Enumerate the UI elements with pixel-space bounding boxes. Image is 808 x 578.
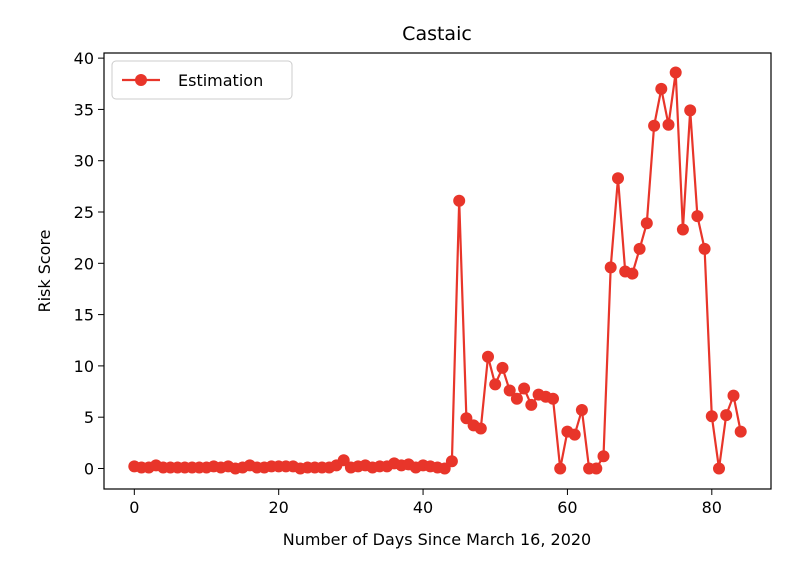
data-point <box>510 392 523 405</box>
data-point <box>575 404 588 416</box>
data-point <box>698 242 711 255</box>
data-point <box>727 389 740 402</box>
data-point <box>482 350 494 363</box>
y-tick-label: 0 <box>84 459 94 478</box>
legend-box <box>111 60 293 100</box>
data-point <box>691 210 704 223</box>
data-point <box>590 462 603 475</box>
y-tick-label: 10 <box>74 357 94 376</box>
data-point <box>445 455 458 468</box>
data-point <box>633 242 646 255</box>
data-point <box>734 425 747 438</box>
data-point <box>655 82 668 95</box>
x-tick-label: 0 <box>129 498 139 517</box>
legend-marker-swatch <box>135 74 147 86</box>
y-axis-ticks: 0 5 10 15 20 25 30 35 40 <box>74 49 104 478</box>
data-point <box>713 462 725 475</box>
estimation-series-line <box>134 71 742 470</box>
data-point <box>597 450 610 463</box>
data-point <box>547 392 559 405</box>
data-point <box>676 223 689 236</box>
data-point <box>453 194 466 207</box>
data-point <box>568 428 581 441</box>
x-tick-label: 20 <box>269 498 289 517</box>
data-point <box>705 410 718 423</box>
y-tick-label: 15 <box>74 306 94 325</box>
data-point <box>684 104 697 117</box>
data-point <box>518 382 531 395</box>
x-tick-label: 80 <box>702 498 722 517</box>
x-tick-label: 60 <box>557 498 577 517</box>
y-axis-label: Risk Score <box>35 229 54 312</box>
legend-label-estimation: Estimation <box>178 71 263 90</box>
chart-title: Castaic <box>402 23 472 45</box>
data-point <box>496 361 509 374</box>
data-point <box>669 66 682 79</box>
y-tick-label: 40 <box>74 49 94 68</box>
x-tick-label: 40 <box>413 498 433 517</box>
plot-area-frame <box>103 52 772 490</box>
y-tick-label: 30 <box>74 152 94 171</box>
data-point <box>626 267 639 280</box>
data-point <box>662 118 675 131</box>
data-point <box>554 462 567 475</box>
data-point <box>489 378 502 391</box>
estimation-series-points <box>128 66 747 475</box>
y-tick-label: 20 <box>74 254 94 273</box>
y-tick-label: 35 <box>74 100 94 119</box>
y-tick-label: 5 <box>84 408 94 427</box>
data-point <box>474 422 487 435</box>
data-point <box>604 261 617 274</box>
x-axis-label: Number of Days Since March 16, 2020 <box>283 530 591 549</box>
y-tick-label: 25 <box>74 203 94 222</box>
data-point <box>503 384 516 397</box>
data-point <box>648 119 661 132</box>
data-point <box>720 409 733 422</box>
data-point <box>640 217 653 230</box>
legend: Estimation <box>111 60 293 100</box>
data-point <box>612 172 624 185</box>
data-point <box>525 398 538 411</box>
x-axis-ticks: 0 20 40 60 80 <box>129 489 722 517</box>
